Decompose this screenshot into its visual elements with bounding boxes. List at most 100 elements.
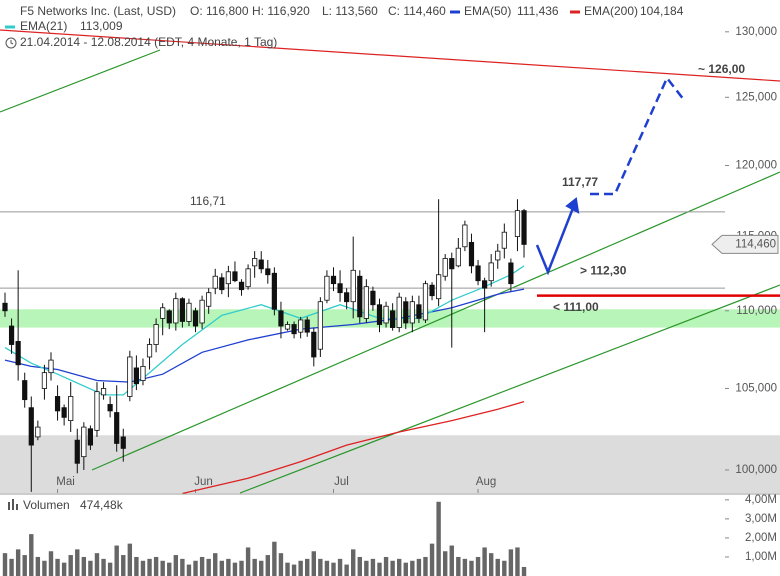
- volume-bar: [265, 555, 270, 576]
- volume-bar: [469, 560, 474, 576]
- volume-bar: [180, 558, 185, 576]
- volume-bar: [508, 549, 514, 576]
- volume-bar: [173, 555, 179, 576]
- candle-body: [508, 262, 514, 285]
- volume-bar: [488, 553, 494, 576]
- volume-bar: [193, 560, 198, 576]
- ohlc-label: L: 113,560: [322, 4, 378, 18]
- volume-bar: [114, 545, 119, 576]
- ema-line: [4, 288, 525, 383]
- volume-bar: [140, 560, 146, 576]
- volume-bar: [305, 558, 310, 576]
- candle-body: [370, 290, 376, 306]
- volume-bar: [199, 556, 205, 576]
- candle-body: [488, 262, 494, 282]
- candle-body: [35, 426, 41, 438]
- candle-body: [383, 305, 389, 324]
- volume-bar: [377, 562, 382, 576]
- candle-body: [416, 304, 422, 319]
- candle-body: [390, 310, 396, 328]
- y-tick-label: 130,000: [735, 26, 777, 38]
- candle-body: [350, 269, 356, 303]
- ema-line: [4, 265, 525, 396]
- candle-body: [81, 426, 87, 458]
- ohlc-label: C: 114,460: [388, 4, 446, 18]
- y-tick-label: 110,000: [736, 305, 777, 317]
- clock-icon: [10, 40, 14, 45]
- volume-bar: [219, 560, 225, 576]
- volume-bar: [226, 558, 231, 576]
- candle-body: [120, 436, 126, 449]
- volume-bar: [81, 556, 87, 576]
- candle-body: [225, 271, 231, 285]
- candle-body: [146, 344, 153, 358]
- volume-bar: [245, 547, 251, 576]
- volume-bar: [456, 556, 461, 576]
- volume-bar: [449, 545, 454, 576]
- candle-body: [284, 324, 291, 330]
- annotation: < 111,00: [553, 300, 599, 314]
- legend-value: 104,184: [640, 4, 684, 18]
- volume-bar: [239, 560, 244, 576]
- volume-bar: [383, 556, 389, 576]
- candle-body: [173, 298, 179, 324]
- volume-bar: [42, 560, 47, 576]
- candle-body: [429, 284, 435, 297]
- last-price-label: 114,460: [735, 238, 776, 250]
- volume-bar: [55, 558, 60, 576]
- chart-subtitle: 21.04.2014 - 12.08.2014 (EDT, 4 Monate, …: [20, 35, 277, 49]
- chart-title: F5 Networks Inc. (Last, USD): [20, 4, 176, 18]
- volume-bar: [291, 564, 297, 576]
- volume-bar: [186, 564, 192, 576]
- annotation: 117,77: [562, 175, 598, 189]
- volume-bar: [416, 558, 422, 576]
- volume-bar: [61, 562, 67, 576]
- candle-body: [48, 359, 54, 374]
- volume-bar: [75, 549, 80, 576]
- x-tick-label: Jul: [334, 476, 349, 488]
- volume-bar: [48, 551, 54, 576]
- volume-bar: [390, 560, 395, 576]
- volume-bar: [9, 558, 14, 576]
- volume-bar: [167, 562, 172, 576]
- candle-body: [61, 407, 67, 418]
- volume-bar: [436, 501, 441, 576]
- candle-body: [232, 271, 238, 282]
- volume-bar: [357, 556, 362, 576]
- volume-bar: [495, 558, 500, 576]
- volume-bar: [429, 543, 435, 576]
- ema-line: [182, 400, 525, 495]
- ohlc-label: H: 116,920: [252, 4, 310, 18]
- candle-body: [442, 258, 448, 277]
- candle-body: [179, 298, 185, 322]
- volume-bar: [502, 560, 507, 576]
- volume-bar: [160, 560, 165, 576]
- volume-bar: [344, 564, 349, 576]
- volume-bar: [397, 558, 402, 576]
- zone: [0, 435, 780, 493]
- level-label: 116,71: [190, 194, 226, 208]
- candle-body: [22, 380, 28, 401]
- candle-body: [265, 268, 271, 276]
- volume-bar: [324, 560, 330, 576]
- candle-body: [468, 241, 475, 267]
- volume-bar: [311, 551, 316, 576]
- volume-bar: [35, 556, 41, 576]
- volume-bar: [2, 553, 8, 576]
- candle-body: [186, 302, 192, 322]
- candle-body: [206, 292, 212, 307]
- volume-icon: [8, 502, 10, 510]
- candle-body: [403, 301, 409, 324]
- candle-body: [304, 319, 310, 333]
- candle-body: [133, 367, 139, 385]
- candle-body: [462, 224, 468, 248]
- annotation: > 112,30: [580, 263, 627, 277]
- volume-bar: [442, 551, 448, 576]
- candle-body: [114, 412, 120, 444]
- candle-body: [28, 407, 34, 446]
- candle-body: [298, 319, 304, 333]
- y-tick-label: 100,000: [735, 464, 777, 476]
- volume-bar: [272, 541, 277, 576]
- volume-bar: [232, 562, 238, 576]
- volume-bar: [259, 560, 264, 576]
